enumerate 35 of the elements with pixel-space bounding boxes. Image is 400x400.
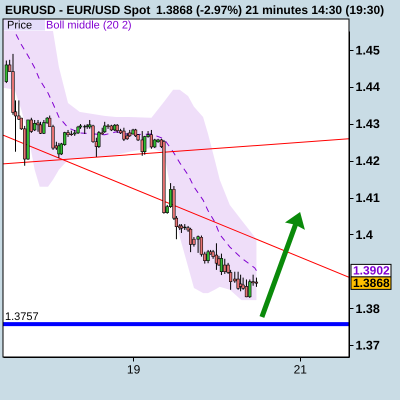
candlestick: [248, 278, 252, 298]
text: 1.3868: [353, 276, 390, 290]
candlestick: [103, 121, 106, 134]
text: Price: [7, 20, 32, 32]
candlestick: [150, 129, 154, 150]
y-tick-label: 1.45: [356, 43, 380, 58]
ref-line-label: 1.3757: [5, 311, 39, 324]
candlestick: [220, 253, 224, 276]
candlestick: [122, 127, 126, 142]
candlestick: [42, 119, 46, 135]
y-tick-label: 1.44: [356, 80, 380, 94]
candlestick: [244, 278, 248, 298]
candlestick: [206, 249, 210, 264]
chart-subtitle: 1.3868 (-2.97%) 21 minutes 14:30 (19:30): [156, 3, 384, 17]
candlestick: [33, 119, 36, 132]
y-tick-label: 1.42: [356, 154, 380, 168]
candlestick: [188, 227, 192, 253]
text: Boll middle (20 2): [46, 20, 132, 32]
y-tick-label: 1.38: [356, 302, 380, 316]
y-tick-label: 1.43: [356, 117, 380, 132]
candlestick: [153, 138, 156, 149]
candlestick: [36, 119, 40, 132]
candlestick: [239, 274, 242, 292]
chart-title: EURUSD - EUR/USD Spot: [5, 3, 150, 17]
candlestick: [143, 135, 146, 156]
y-tick-label: 1.37: [356, 338, 380, 353]
text: 1.3902: [353, 264, 390, 278]
y-tick-label: 1.41: [356, 191, 380, 206]
candlestick: [196, 235, 200, 254]
x-tick-label: 19: [126, 362, 141, 376]
y-tick-label: 1.4: [356, 228, 373, 242]
candlestick: [38, 121, 42, 135]
candlestick: [254, 277, 258, 288]
candlestick: [223, 258, 226, 274]
x-tick-label: 21: [294, 362, 308, 376]
